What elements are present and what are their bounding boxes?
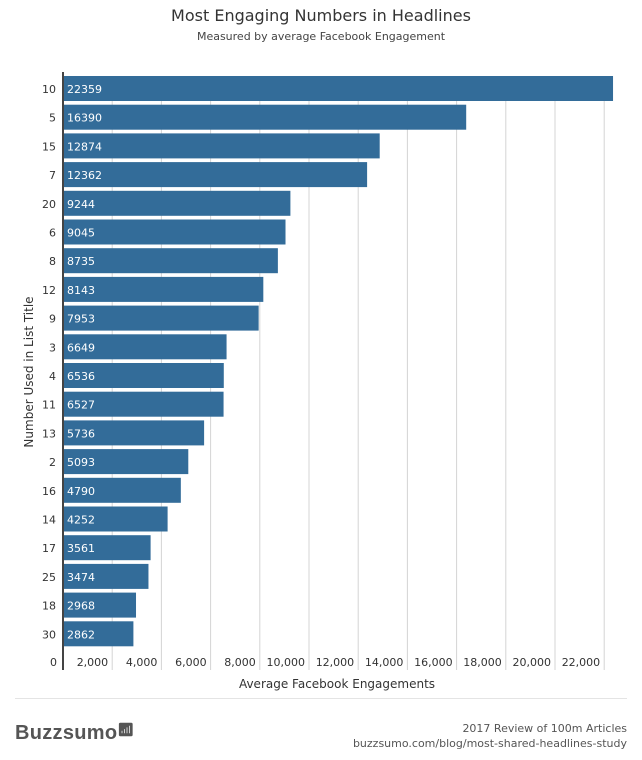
- x-tick-label: 6,000: [175, 656, 207, 669]
- bar-value-label: 4252: [67, 514, 95, 527]
- bar-value-label: 16390: [67, 112, 102, 125]
- bar: [63, 621, 134, 647]
- y-tick-label: 20: [42, 198, 56, 211]
- bar: [63, 248, 278, 274]
- y-tick-label: 6: [49, 227, 56, 240]
- bar: [63, 162, 368, 188]
- footer-divider: [15, 698, 627, 699]
- y-tick-label: 13: [42, 427, 56, 440]
- y-tick-label: 18: [42, 600, 56, 613]
- bar-value-label: 9045: [67, 227, 95, 240]
- x-tick-label: 4,000: [126, 656, 158, 669]
- y-tick-label: 15: [42, 140, 56, 153]
- bar: [63, 219, 286, 245]
- bar: [63, 506, 168, 532]
- bar: [63, 363, 224, 388]
- footer-source-url[interactable]: buzzsumo.com/blog/most-shared-headlines-…: [352, 737, 627, 750]
- bar: [63, 449, 189, 475]
- bar-value-label: 5736: [67, 427, 95, 440]
- x-tick-label: 8,000: [224, 656, 256, 669]
- bar-value-label: 8735: [67, 255, 95, 268]
- bar: [63, 391, 224, 417]
- bar-value-label: 7953: [67, 313, 95, 326]
- bar-value-label: 4790: [67, 485, 95, 498]
- bar: [63, 76, 614, 101]
- bar-chart: 0 2,000 4,000 6,000 8,000 10,000 12,000 14,000 1…: [22, 72, 614, 691]
- footer-source-title: 2017 Review of 100m Articles: [462, 722, 627, 735]
- bar-value-label: 6536: [67, 370, 95, 383]
- y-tick-label: 9: [49, 313, 56, 326]
- bar-value-label: 12874: [67, 140, 102, 153]
- x-tick-label: 10,000: [267, 656, 306, 669]
- bar-value-label: 12362: [67, 169, 102, 182]
- x-tick-label: 18,000: [463, 656, 502, 669]
- bar: [63, 420, 205, 446]
- bar-value-label: 9244: [67, 198, 95, 211]
- bar-value-label: 2862: [67, 628, 95, 641]
- bar: [63, 104, 467, 130]
- x-tick-label: 14,000: [365, 656, 404, 669]
- bar-value-label: 6527: [67, 399, 95, 412]
- y-tick-label: 16: [42, 485, 56, 498]
- y-tick-label: 12: [42, 284, 56, 297]
- x-axis-title: Average Facebook Engagements: [239, 677, 435, 691]
- bar-value-label: 6649: [67, 341, 95, 354]
- y-tick-label: 11: [42, 399, 56, 412]
- y-tick-label: 4: [49, 370, 56, 383]
- bar: [63, 563, 149, 589]
- bar: [63, 477, 181, 503]
- bar-value-label: 22359: [67, 83, 102, 96]
- bar-value-label: 5093: [67, 456, 95, 469]
- y-tick-label: 8: [49, 255, 56, 268]
- y-axis-title: Number Used in List Title: [22, 296, 36, 447]
- y-tick-label: 10: [42, 83, 56, 96]
- x-tick-label: 22,000: [562, 656, 601, 669]
- y-tick-label: 3: [49, 341, 56, 354]
- y-tick-label: 17: [42, 542, 56, 555]
- chart-title: Most Engaging Numbers in Headlines: [171, 6, 471, 25]
- chart-subtitle: Measured by average Facebook Engagement: [196, 30, 446, 43]
- x-tick-label: 20,000: [513, 656, 552, 669]
- y-tick-label: 14: [42, 514, 56, 527]
- bar: [63, 592, 137, 618]
- bar: [63, 133, 380, 159]
- y-tick-label: 2: [49, 456, 56, 469]
- bar: [63, 535, 151, 561]
- y-tick-label: 5: [49, 112, 56, 125]
- bar: [63, 334, 227, 360]
- bar-value-label: 8143: [67, 284, 95, 297]
- y-tick-label: 25: [42, 571, 56, 584]
- bar: [63, 190, 291, 216]
- x-tick-label: 0: [50, 656, 57, 669]
- bar-value-label: 3474: [67, 571, 95, 584]
- x-tick-label: 2,000: [77, 656, 109, 669]
- x-tick-label: 12,000: [316, 656, 355, 669]
- bar: [63, 276, 264, 302]
- buzzsumo-logo: Buzzsumo📶︎: [15, 722, 135, 744]
- bar-value-label: 2968: [67, 600, 95, 613]
- y-tick-label: 7: [49, 169, 56, 182]
- bar-value-label: 3561: [67, 542, 95, 555]
- x-tick-label: 16,000: [414, 656, 453, 669]
- bar: [63, 305, 259, 331]
- y-tick-label: 30: [42, 628, 56, 641]
